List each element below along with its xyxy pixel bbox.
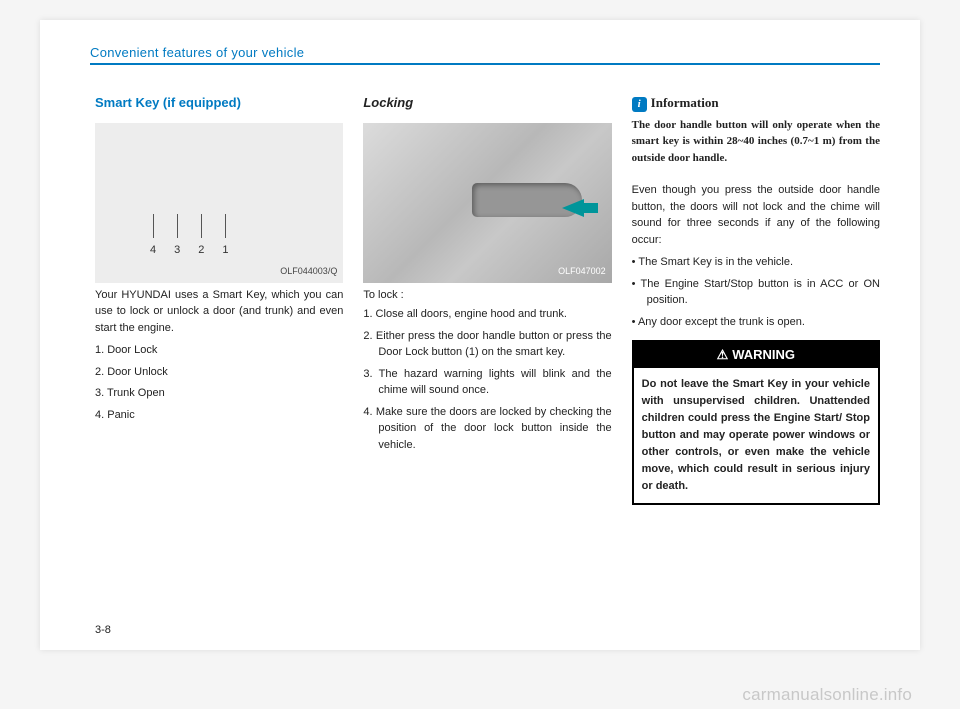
section-header: Convenient features of your vehicle	[90, 45, 880, 65]
list-item: 2. Door Unlock	[95, 364, 343, 381]
smart-key-intro: Your HYUNDAI uses a Smart Key, which you…	[95, 287, 343, 337]
manual-page: Convenient features of your vehicle Smar…	[40, 20, 920, 650]
list-item: 3. Trunk Open	[95, 385, 343, 402]
column-1: Smart Key (if equipped) 4 3 2 1 OLF04400…	[95, 93, 343, 505]
column-2: Locking OLF047002 To lock : 1. Close all…	[363, 93, 611, 505]
locking-intro: To lock :	[363, 287, 611, 304]
list-item: 1. Close all doors, engine hood and trun…	[363, 306, 611, 323]
pointer-arrow-icon	[562, 199, 584, 217]
key-label-2: 2	[198, 242, 204, 259]
list-item: The Smart Key is in the vehicle.	[632, 254, 880, 271]
smart-key-list: 1. Door Lock 2. Door Unlock 3. Trunk Ope…	[95, 342, 343, 423]
info-text: The door handle button will only operate…	[632, 117, 880, 167]
warning-box: ⚠WARNING Do not leave the Smart Key in y…	[632, 340, 880, 505]
warning-body: Do not leave the Smart Key in your vehic…	[634, 368, 878, 503]
content-columns: Smart Key (if equipped) 4 3 2 1 OLF04400…	[95, 93, 880, 505]
key-label-1: 1	[222, 242, 228, 259]
conditions-intro: Even though you press the outside door h…	[632, 182, 880, 248]
list-item: Any door except the trunk is open.	[632, 314, 880, 331]
list-item: 4. Make sure the doors are locked by che…	[363, 404, 611, 454]
warning-triangle-icon: ⚠	[717, 347, 729, 362]
information-heading: i Information	[632, 93, 880, 113]
page-number: 3-8	[95, 624, 111, 636]
watermark: carmanualsonline.info	[742, 685, 912, 705]
warning-label: WARNING	[732, 347, 795, 362]
list-item: 2. Either press the door handle button o…	[363, 328, 611, 361]
info-title: Information	[651, 95, 719, 110]
info-icon: i	[632, 97, 647, 112]
column-3: i Information The door handle button will…	[632, 93, 880, 505]
key-label-4: 4	[150, 242, 156, 259]
warning-header: ⚠WARNING	[634, 342, 878, 368]
locking-steps: 1. Close all doors, engine hood and trun…	[363, 306, 611, 453]
list-item: The Engine Start/Stop button is in ACC o…	[632, 276, 880, 309]
smart-key-title: Smart Key (if equipped)	[95, 93, 343, 113]
figure-caption-2: OLF047002	[558, 265, 606, 279]
smart-key-figure: 4 3 2 1 OLF044003/Q	[95, 123, 343, 283]
list-item: 1. Door Lock	[95, 342, 343, 359]
conditions-list: The Smart Key is in the vehicle. The Eng…	[632, 254, 880, 330]
key-callout-labels: 4 3 2 1	[150, 242, 229, 259]
key-label-3: 3	[174, 242, 180, 259]
door-handle-figure: OLF047002	[363, 123, 611, 283]
list-item: 3. The hazard warning lights will blink …	[363, 366, 611, 399]
figure-caption-1: OLF044003/Q	[280, 265, 337, 279]
locking-title: Locking	[363, 93, 611, 113]
list-item: 4. Panic	[95, 407, 343, 424]
